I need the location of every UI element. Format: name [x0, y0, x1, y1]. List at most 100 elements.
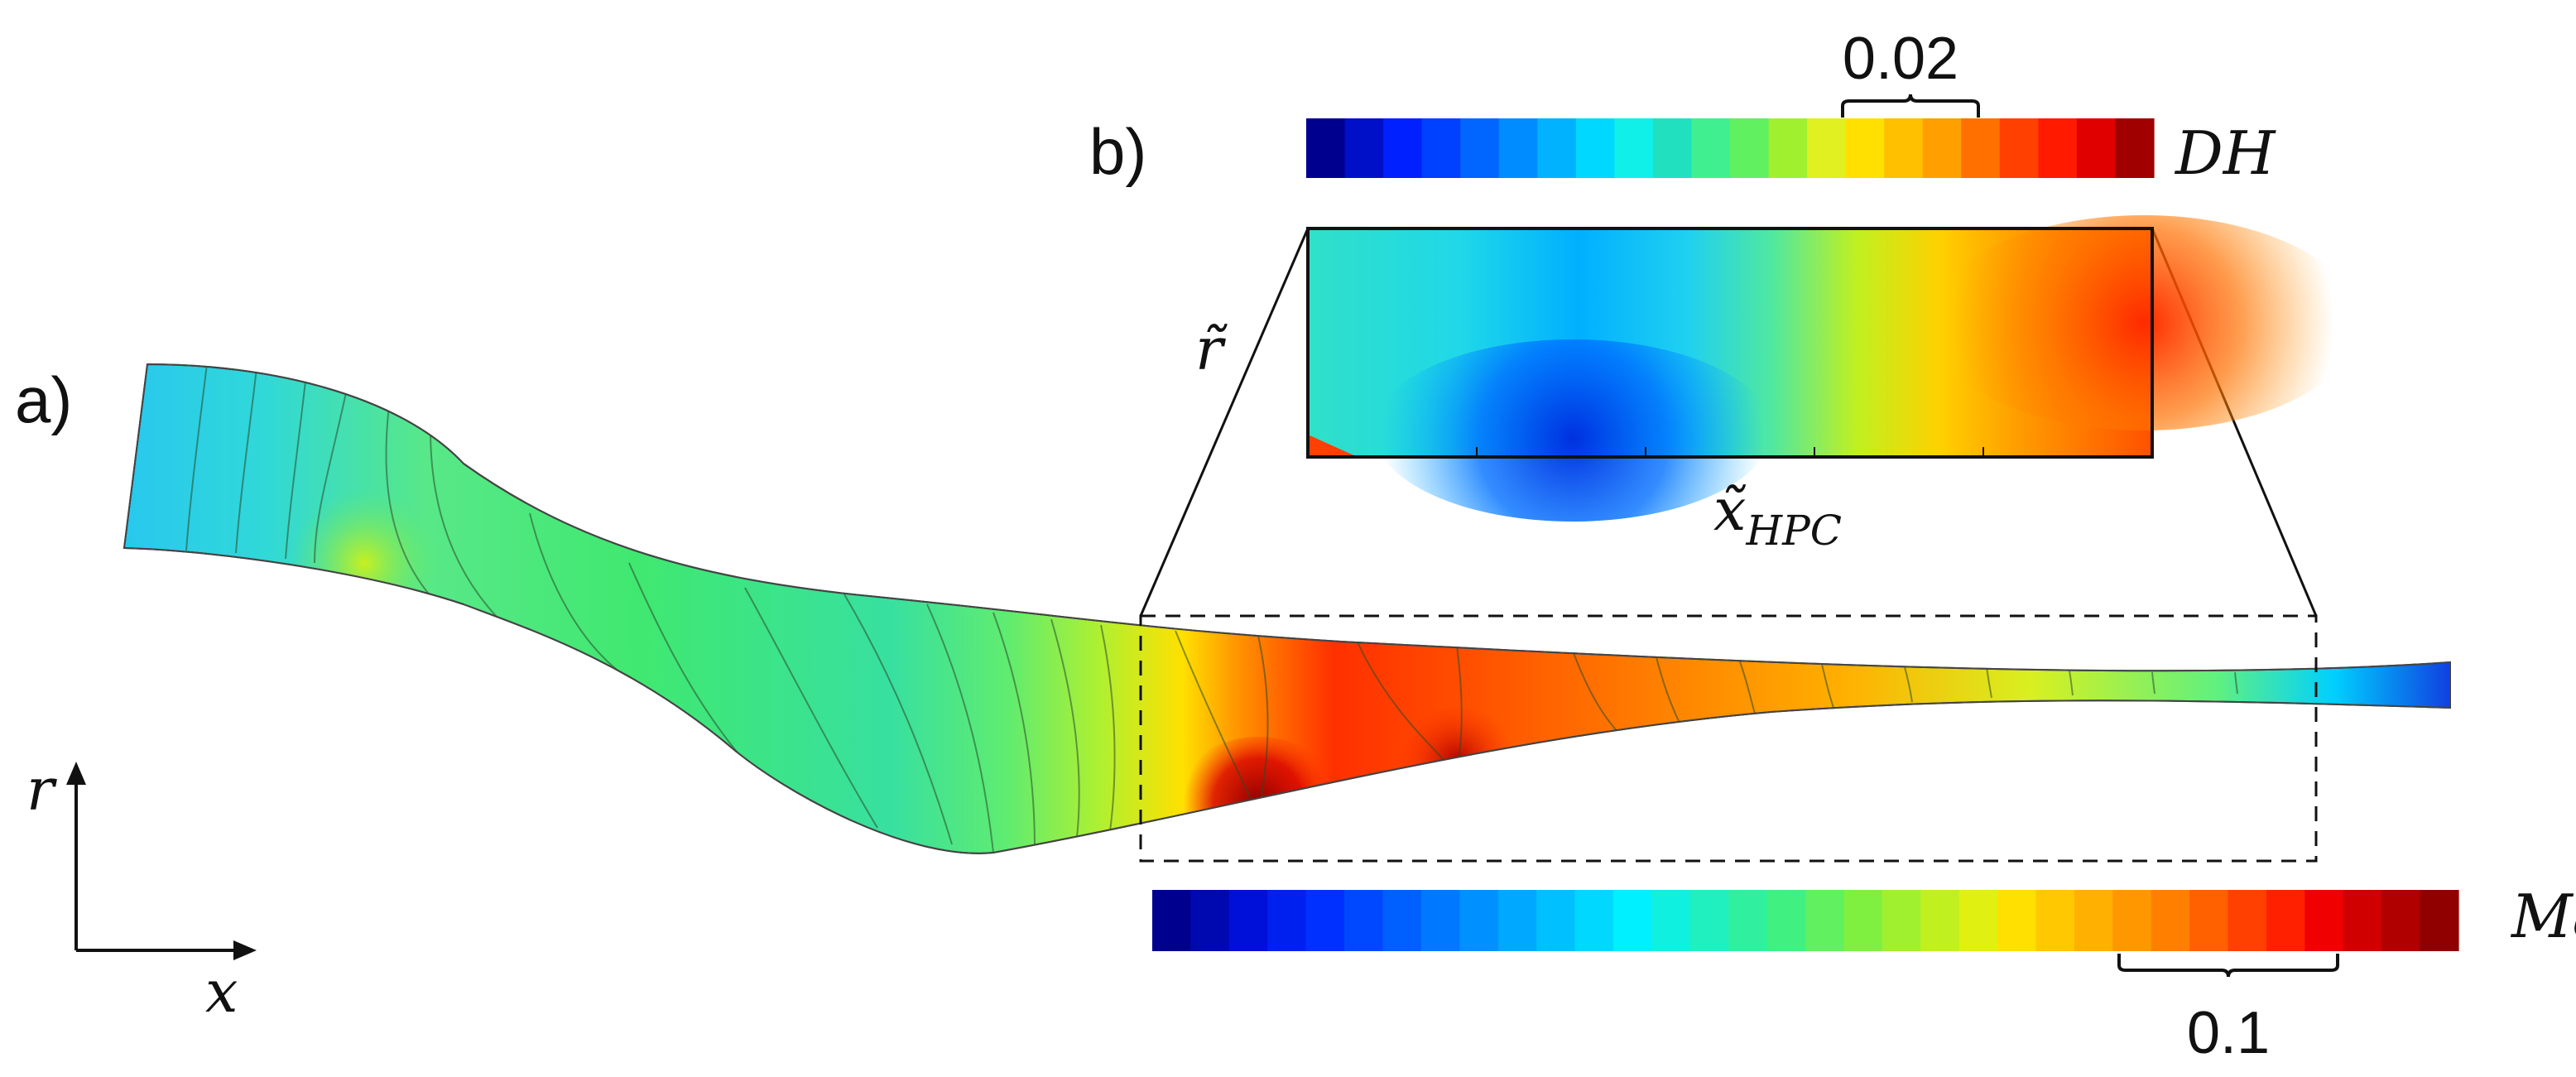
dh-interval-brace — [1841, 94, 1980, 118]
ma-colorbar-swatch — [2035, 890, 2075, 951]
ma-colorbar-swatch — [1689, 890, 1729, 951]
dh-colorbar-swatch — [1421, 118, 1461, 178]
contour-line — [1100, 624, 1116, 839]
zoom-region-box — [1139, 614, 2318, 863]
ma-colorbar-swatch — [1843, 890, 1883, 951]
contour-line — [1903, 663, 1913, 703]
ma-colorbar-swatch — [2074, 890, 2113, 951]
ma-colorbar-swatch — [2381, 890, 2421, 951]
dh-colorbar — [1306, 118, 2155, 178]
dh-colorbar-swatch — [1730, 118, 1770, 178]
contour-line — [744, 587, 878, 829]
ma-colorbar-label: Ma — [2510, 882, 2576, 951]
contour-line — [926, 603, 994, 853]
inset-frame — [1306, 227, 2154, 459]
dh-colorbar-swatch — [2076, 118, 2117, 178]
ma-colorbar-swatch — [1920, 890, 1960, 951]
ma-interval-brace — [2117, 954, 2339, 978]
ma-colorbar-swatch — [2304, 890, 2344, 951]
coordinate-axes: r x — [26, 756, 257, 1026]
contour-line — [843, 594, 953, 845]
contour-line — [385, 405, 431, 597]
ma-colorbar — [1152, 890, 2459, 951]
dh-colorbar-swatch — [1614, 118, 1654, 178]
dh-colorbar-swatch — [1961, 118, 2001, 178]
ma-colorbar-swatch — [1728, 890, 1768, 951]
dh-colorbar-swatch — [1999, 118, 2039, 178]
r-axis-arrowhead — [66, 762, 86, 785]
ma-colorbar-swatch — [1574, 890, 1614, 951]
contour-line — [2151, 671, 2155, 695]
x-axis-arrowhead — [233, 940, 257, 960]
dh-colorbar-swatch — [1807, 118, 1847, 178]
ma-colorbar-swatch — [1344, 890, 1384, 951]
dh-colorbar-swatch — [1884, 118, 1924, 178]
contour-line — [1737, 656, 1756, 714]
ma-interval-label: 0.1 — [2187, 1000, 2270, 1066]
dh-colorbar-swatch — [1383, 118, 1423, 178]
contour-line — [314, 384, 348, 564]
ma-colorbar-swatch — [1459, 890, 1499, 951]
inset-corner-hotspot — [1308, 435, 1358, 457]
dh-colorbar-swatch — [1460, 118, 1500, 178]
ma-colorbar-swatch — [1190, 890, 1230, 951]
dh-interval-label: 0.02 — [1843, 26, 1958, 92]
ma-colorbar-swatch — [1305, 890, 1345, 951]
r-axis-label: r — [26, 756, 57, 824]
contour-line — [1986, 666, 1992, 699]
contour-line — [628, 562, 746, 762]
dh-colorbar-swatch — [1922, 118, 1962, 178]
contour-line — [529, 512, 630, 680]
ma-colorbar-swatch — [1805, 890, 1845, 951]
ma-colorbar-swatch — [2112, 890, 2152, 951]
ma-colorbar-swatch — [1536, 890, 1576, 951]
dh-colorbar-swatch — [1344, 118, 1384, 178]
dh-colorbar-swatch — [1498, 118, 1538, 178]
dh-colorbar-swatch — [2115, 118, 2155, 178]
contour-line — [992, 612, 1036, 849]
contour-line — [1050, 618, 1080, 845]
ma-colorbar-swatch — [2420, 890, 2459, 951]
dh-colorbar-swatch — [1652, 118, 1693, 178]
ma-colorbar-swatch — [2266, 890, 2305, 951]
x-axis-label: x — [205, 958, 238, 1026]
contour-line — [185, 364, 208, 551]
inset-x-axis-label: x̃HPC — [1713, 476, 1842, 555]
ma-colorbar-swatch — [2228, 890, 2267, 951]
dh-colorbar-label: DH — [2174, 118, 2276, 188]
inset-x-symbol: x̃ — [1713, 476, 1746, 544]
contour-line — [2069, 670, 2074, 696]
contour-line — [1655, 653, 1681, 725]
ma-colorbar-swatch — [2343, 890, 2382, 951]
zoom-connector-left — [1139, 228, 1310, 617]
ma-colorbar-swatch — [1267, 890, 1307, 951]
inset-x-subscript: HPC — [1745, 507, 1842, 555]
dh-colorbar-swatch — [1768, 118, 1808, 178]
contour-line — [1820, 660, 1834, 709]
ma-colorbar-swatch — [1882, 890, 1921, 951]
ma-colorbar-swatch — [1651, 890, 1691, 951]
duct-outline — [123, 363, 2451, 854]
dh-colorbar-swatch — [1575, 118, 1615, 178]
contour-line — [2234, 671, 2238, 695]
ma-colorbar-swatch — [1766, 890, 1806, 951]
ma-colorbar-swatch — [1612, 890, 1652, 951]
inset-r-axis-label: r̃ — [1195, 315, 1228, 383]
inset-contour-plot — [1306, 215, 2359, 522]
dh-colorbar-swatch — [1537, 118, 1577, 178]
ma-colorbar-swatch — [2189, 890, 2229, 951]
dh-colorbar-swatch — [1845, 118, 1885, 178]
ma-colorbar-swatch — [1997, 890, 2037, 951]
dh-colorbar-swatch — [2038, 118, 2078, 178]
ma-colorbar-swatch — [1958, 890, 1998, 951]
panel-label-a: a) — [15, 363, 72, 436]
ma-colorbar-swatch — [1420, 890, 1460, 951]
ma-colorbar-swatch — [1152, 890, 1192, 951]
dh-colorbar-swatch — [1306, 118, 1346, 178]
ma-colorbar-swatch — [1497, 890, 1537, 951]
contour-line — [285, 373, 307, 560]
panel-label-b: b) — [1089, 115, 1146, 188]
ma-colorbar-swatch — [1382, 890, 1422, 951]
dh-colorbar-swatch — [1691, 118, 1731, 178]
